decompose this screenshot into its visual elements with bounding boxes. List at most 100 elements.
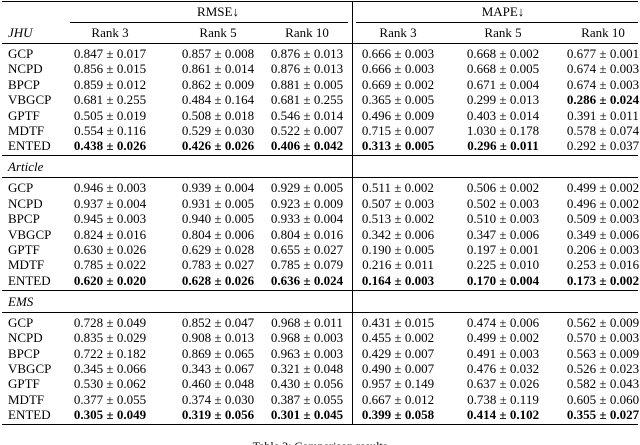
column-header: Rank 3 <box>91 25 129 40</box>
cell: 0.484 ± 0.164 <box>181 92 255 108</box>
method-name: ENTED <box>8 138 51 154</box>
cell: 0.668 ± 0.002 <box>466 46 540 61</box>
cell: 0.286 ± 0.024 <box>566 92 640 108</box>
cell: 0.343 ± 0.067 <box>181 361 255 376</box>
cell: 0.859 ± 0.012 <box>73 76 147 92</box>
cell: 0.374 ± 0.030 <box>181 391 255 407</box>
cell: 0.570 ± 0.003 <box>566 330 640 346</box>
method-name: NCPD <box>8 195 43 211</box>
method-name: BPCP <box>8 211 40 227</box>
cell: 0.937 ± 0.004 <box>73 195 147 211</box>
cell: 0.216 ± 0.011 <box>362 257 434 273</box>
cell: 0.170 ± 0.004 <box>466 272 540 288</box>
cell: 0.722 ± 0.182 <box>73 345 147 361</box>
cell: 0.862 ± 0.009 <box>181 76 255 92</box>
cell: 0.933 ± 0.004 <box>270 211 344 227</box>
method-name: ENTED <box>8 272 51 288</box>
cell: 0.511 ± 0.002 <box>362 180 434 196</box>
cell: 0.876 ± 0.013 <box>270 46 344 61</box>
cell: 0.546 ± 0.014 <box>270 107 344 123</box>
cell: 0.666 ± 0.003 <box>361 61 435 77</box>
cell: 0.861 ± 0.014 <box>181 61 255 77</box>
cell: 0.605 ± 0.060 <box>566 391 640 407</box>
cell: 0.582 ± 0.043 <box>566 376 640 392</box>
cell: 0.856 ± 0.015 <box>73 61 147 77</box>
cell: 0.629 ± 0.028 <box>181 242 255 257</box>
cell: 0.499 ± 0.002 <box>466 330 540 346</box>
cell: 0.681 ± 0.255 <box>270 92 344 108</box>
column-header: Rank 5 <box>484 25 522 40</box>
cell: 0.406 ± 0.042 <box>270 138 344 154</box>
method-name: VBGCP <box>8 92 52 108</box>
cell: 0.671 ± 0.004 <box>466 76 540 92</box>
cell: 0.945 ± 0.003 <box>73 211 147 227</box>
method-name: GPTF <box>8 242 40 257</box>
cell: 0.476 ± 0.032 <box>466 361 540 376</box>
cell: 0.908 ± 0.013 <box>181 330 255 346</box>
cell: 0.563 ± 0.009 <box>566 345 640 361</box>
column-header: Rank 10 <box>581 25 625 40</box>
cell: 0.667 ± 0.012 <box>361 391 435 407</box>
method-name: GPTF <box>8 107 40 123</box>
cell: 0.225 ± 0.010 <box>466 257 540 273</box>
method-name: NCPD <box>8 61 43 77</box>
cell: 0.430 ± 0.056 <box>270 376 344 392</box>
cell: 0.620 ± 0.020 <box>73 272 147 288</box>
cell: 0.666 ± 0.003 <box>361 46 435 61</box>
cell: 0.946 ± 0.003 <box>73 180 147 196</box>
cell: 0.630 ± 0.026 <box>73 242 147 257</box>
rule <box>2 155 638 157</box>
cell: 0.923 ± 0.009 <box>270 195 344 211</box>
cell: 0.578 ± 0.074 <box>566 123 640 138</box>
cell: 0.940 ± 0.005 <box>181 211 255 227</box>
caption: Table 2: Comparison results <box>253 439 388 445</box>
cell: 0.508 ± 0.018 <box>181 107 255 123</box>
cell: 0.499 ± 0.002 <box>566 180 640 196</box>
rule <box>2 289 638 291</box>
column-divider <box>352 2 353 425</box>
cell: 0.869 ± 0.065 <box>181 345 255 361</box>
method-name: MDTF <box>8 391 45 407</box>
method-name: BPCP <box>8 76 40 92</box>
cell: 0.636 ± 0.024 <box>270 272 344 288</box>
rule <box>2 177 638 179</box>
cell: 0.414 ± 0.102 <box>466 407 540 423</box>
cell: 0.491 ± 0.003 <box>466 345 540 361</box>
cell: 0.674 ± 0.003 <box>566 61 640 77</box>
cell: 0.345 ± 0.066 <box>73 361 147 376</box>
cell: 0.783 ± 0.027 <box>181 257 255 273</box>
cell: 0.785 ± 0.079 <box>270 257 344 273</box>
cell: 0.460 ± 0.048 <box>181 376 255 392</box>
method-name: GCP <box>8 46 34 61</box>
cell: 0.929 ± 0.005 <box>270 180 344 196</box>
cell: 0.173 ± 0.002 <box>566 272 640 288</box>
section-label: EMS <box>8 293 34 309</box>
cell: 0.655 ± 0.027 <box>270 242 344 257</box>
rule <box>2 1 638 2</box>
method-name: VBGCP <box>8 361 52 376</box>
cell: 0.738 ± 0.119 <box>467 391 539 407</box>
cell: 0.319 ± 0.056 <box>181 407 255 423</box>
cell: 0.876 ± 0.013 <box>270 61 344 77</box>
cell: 0.455 ± 0.002 <box>361 330 435 346</box>
cell: 0.365 ± 0.005 <box>361 92 435 108</box>
cell: 0.438 ± 0.026 <box>73 138 147 154</box>
section-label: JHU <box>8 25 33 40</box>
cell: 0.852 ± 0.047 <box>181 314 255 330</box>
cell: 0.296 ± 0.011 <box>467 138 539 154</box>
group-header: MAPE↓ <box>481 4 525 19</box>
cell: 0.190 ± 0.005 <box>361 242 435 257</box>
cell: 0.505 ± 0.019 <box>73 107 147 123</box>
cell: 0.399 ± 0.058 <box>361 407 435 423</box>
cell: 0.957 ± 0.149 <box>361 376 435 392</box>
cell: 0.426 ± 0.026 <box>181 138 255 154</box>
cell: 0.301 ± 0.045 <box>270 407 344 423</box>
cell: 0.321 ± 0.048 <box>270 361 344 376</box>
cell: 0.562 ± 0.009 <box>566 314 640 330</box>
cell: 0.804 ± 0.016 <box>270 226 344 242</box>
cell: 0.931 ± 0.005 <box>181 195 255 211</box>
cell: 0.526 ± 0.023 <box>566 361 640 376</box>
section-label: Article <box>8 159 44 175</box>
rule <box>2 311 638 313</box>
cell: 0.206 ± 0.003 <box>566 242 640 257</box>
